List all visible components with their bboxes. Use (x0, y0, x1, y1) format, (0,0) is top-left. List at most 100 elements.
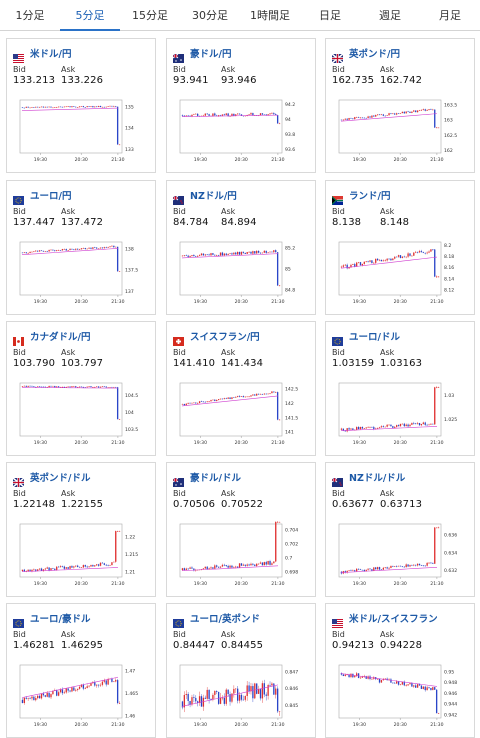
currency-pair-link[interactable]: ランド/円 (332, 188, 472, 205)
candle-body (97, 105, 100, 107)
currency-pair-name[interactable]: ユーロ/ドル (349, 332, 400, 343)
y-tick-label: 0.846 (285, 686, 298, 692)
chart-area[interactable]: 94.2 94 93.8 93.6 19:30 20:30 21:30 (172, 92, 310, 168)
rate-card[interactable]: NZドル/ドル Bid Ask 0.63677 0.63713 0.636 0.634 0.6… (325, 462, 475, 597)
chart-area[interactable]: 0.704 0.702 0.7 0.698 19:30 20:30 21:30 (172, 516, 310, 592)
chart-area[interactable]: 85.2 85 84.8 19:30 20:30 21:30 (172, 234, 310, 310)
currency-pair-name[interactable]: 英ポンド/ドル (30, 473, 91, 484)
candle-body (29, 698, 31, 699)
currency-pair-name[interactable]: カナダドル/円 (30, 332, 91, 343)
candle-body (206, 113, 208, 115)
chart-area[interactable]: 0.95 0.948 0.946 0.944 0.942 19:30 20:30 21:30 (331, 657, 469, 733)
candle-body (409, 424, 411, 427)
rate-card[interactable]: 米ドル/スイスフラン Bid Ask 0.94213 0.94228 0.95 0.948 0… (325, 603, 475, 738)
chart-area[interactable]: 1.47 1.465 1.46 19:30 20:30 21:30 (12, 657, 150, 733)
rate-card[interactable]: 英ポンド/円 Bid Ask 162.735 162.742 163.5 163 162.5 1… (325, 38, 475, 173)
candle-body (54, 250, 56, 252)
candle-body (217, 255, 220, 256)
currency-pair-name[interactable]: 豪ドル/円 (190, 49, 232, 60)
candle-body (395, 113, 398, 115)
chart-area[interactable]: 138 137.5 137 19:30 20:30 21:30 (12, 234, 150, 310)
candle-body (416, 422, 419, 424)
candle-body (61, 249, 64, 251)
candle-body (202, 115, 205, 117)
chart-area[interactable]: 0.636 0.634 0.632 19:30 20:30 21:30 (331, 516, 469, 592)
currency-pair-link[interactable]: ユーロ/ドル (332, 329, 472, 346)
tab-week[interactable]: 週足 (379, 9, 401, 22)
rate-card[interactable]: カナダドル/円 Bid Ask 103.790 103.797 104.5 104 103.5… (6, 321, 156, 456)
candle-body (252, 251, 254, 254)
currency-pair-link[interactable]: 米ドル/円 (13, 46, 153, 63)
tab-1hour[interactable]: 1時間足 (250, 9, 290, 22)
candle-body (187, 568, 189, 570)
chart-area[interactable]: 0.847 0.846 0.845 19:30 20:30 21:30 (172, 657, 310, 733)
tab-30min[interactable]: 30分足 (192, 9, 228, 22)
currency-pair-name[interactable]: ユーロ/豪ドル (30, 614, 91, 625)
currency-pair-name[interactable]: スイスフラン/円 (190, 332, 260, 343)
currency-pair-name[interactable]: 米ドル/円 (30, 49, 72, 60)
candle-body (384, 678, 386, 680)
candle-body (342, 265, 345, 267)
rate-card[interactable]: 豪ドル/円 Bid Ask 93.941 93.946 94.2 94 93.8 93.6 19:… (166, 38, 316, 173)
currency-pair-link[interactable]: 米ドル/スイスフラン (332, 611, 472, 628)
currency-pair-name[interactable]: ユーロ/円 (30, 191, 72, 202)
currency-pair-link[interactable]: ユーロ/英ポンド (173, 611, 313, 628)
rate-card[interactable]: ユーロ/ドル Bid Ask 1.03159 1.03163 1.03 1.025 19:30… (325, 321, 475, 456)
rate-card[interactable]: スイスフラン/円 Bid Ask 141.410 141.434 142.5 142 141.… (166, 321, 316, 456)
candle-body (269, 113, 271, 115)
rate-card[interactable]: NZドル/円 Bid Ask 84.784 84.894 85.2 85 84.8 19:30 2… (166, 180, 316, 315)
currency-pair-name[interactable]: 米ドル/スイスフラン (349, 614, 438, 625)
candle-body (397, 255, 400, 257)
currency-pair-name[interactable]: NZドル/円 (190, 191, 237, 202)
tab-day[interactable]: 日足 (319, 9, 341, 22)
candle-body (76, 387, 79, 388)
candle-body (219, 566, 222, 568)
tab-1min[interactable]: 1分足 (15, 9, 45, 22)
chart-area[interactable]: 1.03 1.025 19:30 20:30 21:30 (331, 375, 469, 451)
candle-body (63, 249, 66, 250)
rate-card[interactable]: ユーロ/円 Bid Ask 137.447 137.472 138 137.5 137 19:3… (6, 180, 156, 315)
candle-body (107, 247, 109, 248)
candle-body (116, 246, 119, 272)
currency-pair-link[interactable]: 豪ドル/円 (172, 46, 313, 63)
rate-card[interactable]: ユーロ/豪ドル Bid Ask 1.46281 1.46295 1.47 1.465 1.46… (6, 603, 156, 738)
currency-pair-link[interactable]: 豪ドル/ドル (172, 470, 313, 487)
candle-body (187, 402, 189, 404)
bid-label: Bid (13, 348, 26, 357)
currency-pair-link[interactable]: 英ポンド/円 (331, 46, 472, 64)
rate-card[interactable]: 米ドル/円 Bid Ask 133.213 133.226 135 134 133 19:30 2… (6, 38, 156, 173)
currency-pair-name[interactable]: ユーロ/英ポンド (190, 614, 260, 625)
candle-body (386, 258, 388, 261)
rate-card[interactable]: ランド/円 Bid Ask 8.138 8.148 8.2 8.18 8.16 8.14 8.12… (325, 180, 475, 315)
chart-area[interactable]: 8.2 8.18 8.16 8.14 8.12 19:30 20:30 21:30 (331, 234, 469, 310)
rate-card[interactable]: 英ポンド/ドル Bid Ask 1.22148 1.22155 1.22 1.215 1.21… (6, 462, 156, 597)
chart-area[interactable]: 142.5 142 141.5 141 19:30 20:30 21:30 (172, 375, 310, 451)
candle-body (261, 683, 264, 699)
currency-pair-link[interactable]: ユーロ/円 (13, 188, 153, 205)
tab-15min[interactable]: 15分足 (132, 9, 168, 22)
currency-pair-name[interactable]: 豪ドル/ドル (190, 473, 241, 484)
chart-area[interactable]: 104.5 104 103.5 19:30 20:30 21:30 (12, 375, 150, 451)
rate-card[interactable]: 豪ドル/ドル Bid Ask 0.70506 0.70522 0.704 0.702 0.7 0… (166, 462, 316, 597)
candle-body (376, 428, 379, 429)
currency-pair-name[interactable]: ランド/円 (349, 191, 391, 202)
candle-body (31, 569, 33, 572)
ask-label: Ask (380, 207, 395, 216)
candle-body (242, 396, 245, 398)
currency-pair-link[interactable]: 英ポンド/ドル (12, 470, 153, 488)
candle-body (430, 423, 432, 425)
chart-area[interactable]: 1.22 1.215 1.21 19:30 20:30 21:30 (12, 516, 150, 592)
currency-pair-link[interactable]: カナダドル/円 (13, 329, 153, 346)
chart-area[interactable]: 163.5 163 162.5 162 19:30 20:30 21:30 (331, 92, 469, 168)
currency-pair-name[interactable]: NZドル/ドル (349, 473, 406, 484)
chart-area[interactable]: 135 134 133 19:30 20:30 21:30 (12, 92, 150, 168)
tab-5min[interactable]: 5分足 (60, 0, 120, 31)
currency-pair-name[interactable]: 英ポンド/円 (349, 49, 400, 60)
rate-card[interactable]: ユーロ/英ポンド Bid Ask 0.84447 0.84455 0.847 0.846 0.… (166, 603, 316, 738)
currency-pair-link[interactable]: NZドル/ドル (331, 470, 472, 487)
candle-body (227, 254, 229, 255)
currency-pair-link[interactable]: スイスフラン/円 (173, 329, 313, 346)
currency-pair-link[interactable]: NZドル/円 (172, 188, 313, 205)
currency-pair-link[interactable]: ユーロ/豪ドル (13, 611, 153, 628)
tab-month[interactable]: 月足 (439, 9, 461, 22)
